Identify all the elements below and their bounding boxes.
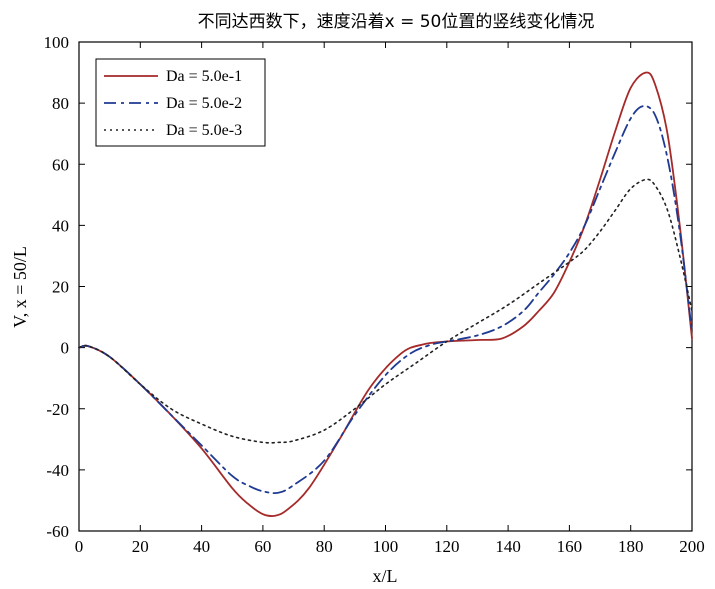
x-tick-label: 200 bbox=[679, 537, 705, 556]
x-tick-label: 160 bbox=[557, 537, 583, 556]
legend-label: Da = 5.0e-3 bbox=[166, 122, 242, 139]
y-tick-label: 100 bbox=[44, 33, 70, 52]
legend-box bbox=[95, 58, 266, 147]
y-tick-label: 20 bbox=[52, 278, 69, 297]
legend-label: Da = 5.0e-1 bbox=[166, 68, 242, 85]
x-tick-label: 80 bbox=[316, 537, 333, 556]
series-line-3 bbox=[78, 178, 693, 444]
axis-ticks: 0 20 40 60 80 100 120 140 160 180 200 -60 -40 -20 0 20 4… bbox=[44, 33, 705, 556]
x-tick-label: 40 bbox=[193, 537, 210, 556]
y-tick-label: -60 bbox=[46, 522, 69, 541]
y-axis-label: V, x = 50/L bbox=[10, 246, 30, 328]
legend: Da = 5.0e-1 Da = 5.0e-2 Da = 5.0e-3 bbox=[95, 58, 266, 147]
y-tick-label: -20 bbox=[46, 400, 69, 419]
y-tick-label: 0 bbox=[61, 339, 70, 358]
y-tick-label: 80 bbox=[52, 94, 69, 113]
x-tick-label: 140 bbox=[495, 537, 521, 556]
legend-label: Da = 5.0e-2 bbox=[166, 95, 242, 112]
series-line-2 bbox=[78, 105, 693, 495]
y-tick-label: 40 bbox=[52, 216, 69, 235]
x-tick-label: 20 bbox=[132, 537, 149, 556]
x-tick-label: 180 bbox=[618, 537, 644, 556]
x-tick-label: 120 bbox=[434, 537, 460, 556]
x-tick-label: 60 bbox=[254, 537, 271, 556]
x-tick-label: 0 bbox=[75, 537, 84, 556]
y-tick-label: 60 bbox=[52, 155, 69, 174]
x-tick-label: 100 bbox=[373, 537, 399, 556]
y-tick-label: -40 bbox=[46, 461, 69, 480]
series-layer bbox=[78, 71, 693, 518]
chart-title: 不同达西数下，速度沿着x = 50位置的竖线变化情况 bbox=[198, 12, 595, 32]
x-axis-label: x/L bbox=[373, 566, 398, 586]
